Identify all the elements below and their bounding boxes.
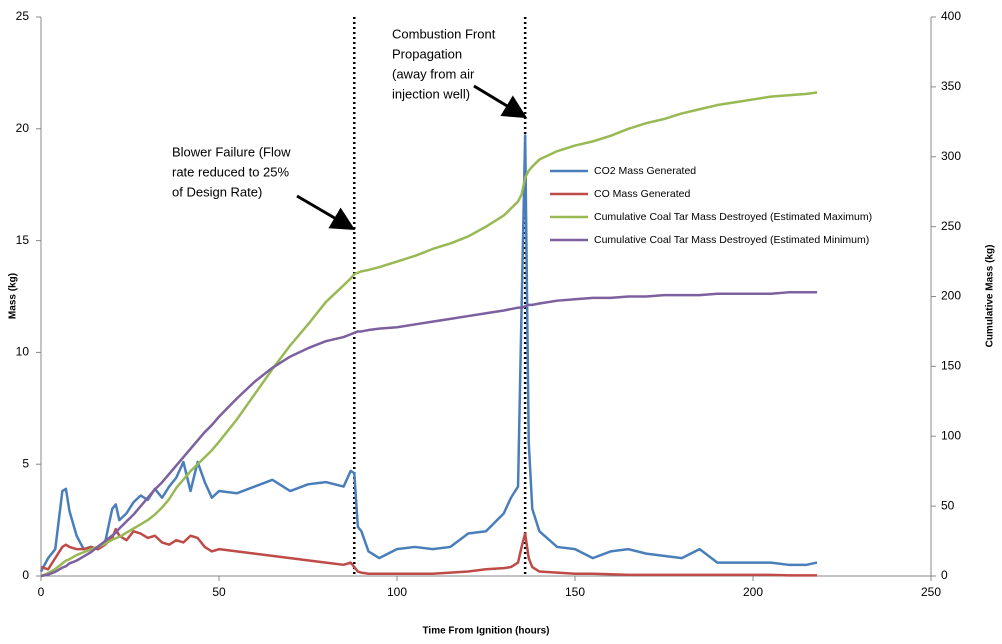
annotation: (away from air (392, 66, 475, 81)
annotation: Combustion Front (392, 26, 496, 41)
x-tick-label: 150 (565, 585, 585, 599)
y2-tick-label: 350 (941, 79, 961, 93)
y-tick-label: 15 (16, 233, 30, 247)
annotation: injection well) (392, 86, 470, 101)
series-line (39, 134, 818, 573)
annotation: of Design Rate) (172, 184, 262, 199)
annotation: Propagation (392, 46, 462, 61)
x-tick-label: 0 (38, 585, 45, 599)
annotation: Blower Failure (Flow (172, 144, 291, 159)
y-tick-label: 0 (22, 568, 29, 582)
series-line (40, 527, 818, 577)
x-tick-label: 200 (743, 585, 763, 599)
y2-tick-label: 400 (941, 9, 961, 23)
annotation: rate reduced to 25% (172, 164, 290, 179)
y2-tick-label: 50 (941, 498, 955, 512)
x-axis-title: Time From Ignition (hours) (422, 626, 549, 637)
y-axis-title: Mass (kg) (8, 273, 19, 319)
legend-label: Cumulative Coal Tar Mass Destroyed (Esti… (594, 211, 872, 223)
y2-tick-label: 300 (941, 149, 961, 163)
series-line (40, 91, 818, 578)
y2-tick-label: 200 (941, 289, 961, 303)
y2-tick-label: 0 (941, 568, 948, 582)
x-tick-label: 50 (212, 585, 226, 599)
y2-axis-title: Cumulative Mass (kg) (985, 245, 996, 348)
arrow (296, 194, 356, 231)
x-tick-label: 100 (387, 585, 407, 599)
legend-label: Cumulative Coal Tar Mass Destroyed (Esti… (594, 234, 869, 246)
y-tick-label: 25 (16, 9, 30, 23)
y-tick-label: 10 (16, 345, 30, 359)
legend-label: CO Mass Generated (594, 188, 690, 200)
legend-label: CO2 Mass Generated (594, 165, 696, 177)
arrow (473, 84, 528, 119)
series-line (40, 291, 818, 578)
y-tick-label: 5 (22, 456, 29, 470)
y-tick-label: 20 (16, 121, 30, 135)
x-tick-label: 250 (921, 585, 941, 599)
y2-tick-label: 100 (941, 428, 961, 442)
y2-tick-label: 150 (941, 359, 961, 373)
y2-tick-label: 250 (941, 219, 961, 233)
